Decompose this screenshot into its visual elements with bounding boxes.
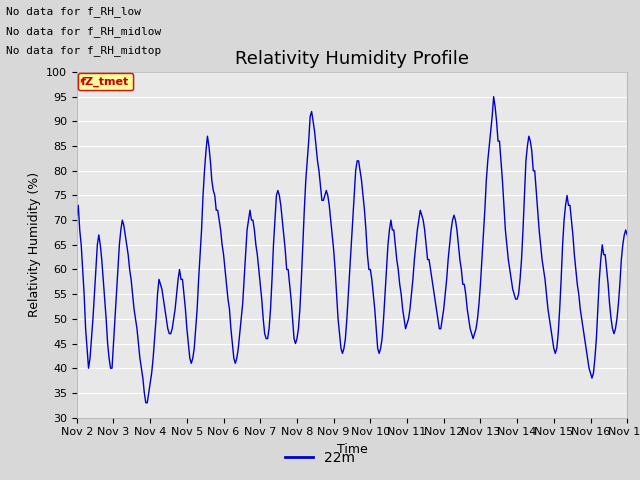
Title: Relativity Humidity Profile: Relativity Humidity Profile — [235, 49, 469, 68]
Legend: fZ_tmet: fZ_tmet — [78, 73, 133, 90]
Text: No data for f_RH_midlow: No data for f_RH_midlow — [6, 25, 162, 36]
Y-axis label: Relativity Humidity (%): Relativity Humidity (%) — [28, 172, 40, 317]
Legend: 22m: 22m — [280, 445, 360, 471]
X-axis label: Time: Time — [337, 443, 367, 456]
Text: No data for f_RH_low: No data for f_RH_low — [6, 6, 141, 17]
Text: No data for f_RH_midtop: No data for f_RH_midtop — [6, 45, 162, 56]
